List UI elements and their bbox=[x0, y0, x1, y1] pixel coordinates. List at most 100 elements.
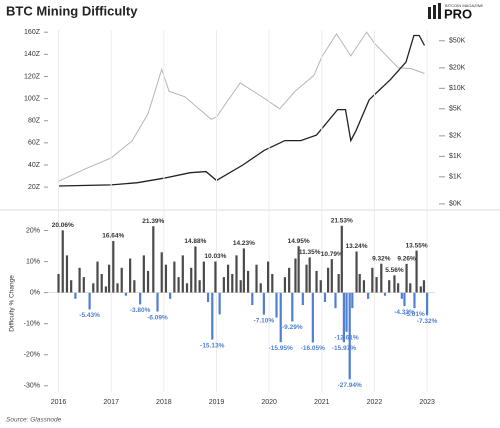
bar bbox=[315, 270, 318, 293]
y-tick-label: 80Z bbox=[28, 118, 41, 125]
bar bbox=[415, 250, 418, 293]
bar bbox=[211, 292, 214, 340]
value-label: -5.43% bbox=[79, 312, 100, 319]
y-tick-label: 60Z bbox=[28, 140, 41, 147]
bar bbox=[100, 274, 103, 293]
bar bbox=[120, 267, 123, 293]
bar bbox=[231, 274, 234, 293]
value-label: 14.23% bbox=[233, 240, 255, 247]
bar bbox=[330, 259, 333, 293]
bar bbox=[124, 292, 128, 296]
bar bbox=[185, 283, 189, 293]
bar bbox=[371, 267, 374, 293]
x-tick-label: 2019 bbox=[209, 399, 225, 406]
value-label: -7.32% bbox=[417, 318, 438, 325]
y-axis-label: Difficulty % Change bbox=[9, 275, 16, 332]
value-label: -12.61% bbox=[334, 335, 358, 342]
value-label: 14.88% bbox=[184, 238, 206, 245]
bar bbox=[383, 292, 387, 296]
x-tick-label: 2018 bbox=[156, 399, 172, 406]
bar bbox=[348, 292, 351, 380]
y-tick-label: 20% bbox=[26, 227, 40, 234]
y-tick-label: 140Z bbox=[24, 51, 41, 58]
bar bbox=[146, 270, 150, 293]
y2-tick-label: $1K bbox=[449, 153, 462, 160]
bar bbox=[222, 277, 225, 293]
chart-title: BTC Mining Difficulty bbox=[6, 3, 138, 18]
bar bbox=[288, 267, 291, 293]
bar bbox=[409, 283, 412, 293]
y-tick-label: 20Z bbox=[28, 184, 41, 191]
bar bbox=[116, 283, 119, 293]
bar bbox=[74, 292, 77, 299]
bar bbox=[380, 263, 383, 293]
brand-top: BITCOIN MAGAZINE bbox=[445, 3, 484, 8]
value-label: 14.95% bbox=[288, 238, 310, 245]
bar bbox=[405, 263, 408, 293]
bar bbox=[319, 280, 322, 293]
bar bbox=[403, 292, 406, 307]
value-label: -6.09% bbox=[147, 314, 168, 321]
bar bbox=[334, 292, 337, 309]
y2-tick-label: $10K bbox=[449, 85, 466, 92]
bar bbox=[266, 261, 270, 293]
y-tick-label: 160Z bbox=[24, 29, 41, 36]
bar bbox=[342, 292, 346, 343]
bar bbox=[301, 292, 304, 306]
bar bbox=[419, 286, 422, 293]
bar bbox=[198, 280, 201, 293]
value-label: -15.97% bbox=[332, 345, 356, 352]
bar bbox=[279, 292, 282, 343]
bar bbox=[61, 230, 64, 293]
y-tick-label: -30% bbox=[24, 383, 40, 390]
y-tick-label: 10% bbox=[26, 258, 40, 265]
bar bbox=[294, 258, 297, 293]
bar bbox=[400, 292, 403, 299]
value-label: 13.55% bbox=[406, 242, 428, 249]
bar bbox=[82, 277, 85, 293]
bar bbox=[226, 264, 230, 293]
logo-bar bbox=[438, 3, 441, 19]
bar bbox=[194, 246, 197, 293]
value-label: 13.24% bbox=[346, 243, 368, 250]
bar bbox=[65, 255, 69, 293]
series-line bbox=[58, 34, 426, 187]
bar bbox=[142, 255, 145, 293]
bar bbox=[426, 292, 429, 316]
x-tick-label: 2021 bbox=[314, 399, 330, 406]
bar bbox=[311, 292, 314, 343]
bar bbox=[57, 274, 60, 293]
value-label: -3.80% bbox=[130, 307, 151, 314]
bar bbox=[239, 280, 242, 293]
bar bbox=[152, 226, 155, 293]
bar bbox=[70, 280, 73, 293]
value-label: -15.13% bbox=[200, 342, 224, 349]
bar bbox=[305, 264, 308, 293]
x-tick-label: 2016 bbox=[51, 399, 67, 406]
value-label: 10.79% bbox=[321, 251, 343, 258]
value-label: -27.94% bbox=[338, 382, 362, 389]
y-tick-label: -20% bbox=[24, 352, 40, 359]
y2-tick-label: $50K bbox=[449, 38, 466, 45]
bar bbox=[96, 261, 99, 293]
y-tick-label: 0% bbox=[30, 289, 40, 296]
bar bbox=[190, 267, 193, 293]
bar bbox=[345, 292, 348, 332]
bar bbox=[413, 292, 416, 309]
bar bbox=[271, 274, 274, 293]
value-label: 21.39% bbox=[142, 218, 164, 225]
bar bbox=[202, 261, 205, 293]
y-tick-label: 120Z bbox=[24, 73, 41, 80]
bar bbox=[218, 292, 221, 315]
bar bbox=[337, 274, 340, 293]
bar bbox=[308, 257, 311, 293]
logo-bar bbox=[433, 5, 436, 19]
bar bbox=[393, 275, 396, 293]
x-tick-label: 2022 bbox=[367, 399, 383, 406]
bar bbox=[251, 292, 254, 306]
y2-tick-label: $20K bbox=[449, 65, 466, 72]
bar bbox=[422, 280, 426, 293]
value-label: -5.01% bbox=[404, 311, 425, 318]
bar bbox=[259, 283, 262, 293]
